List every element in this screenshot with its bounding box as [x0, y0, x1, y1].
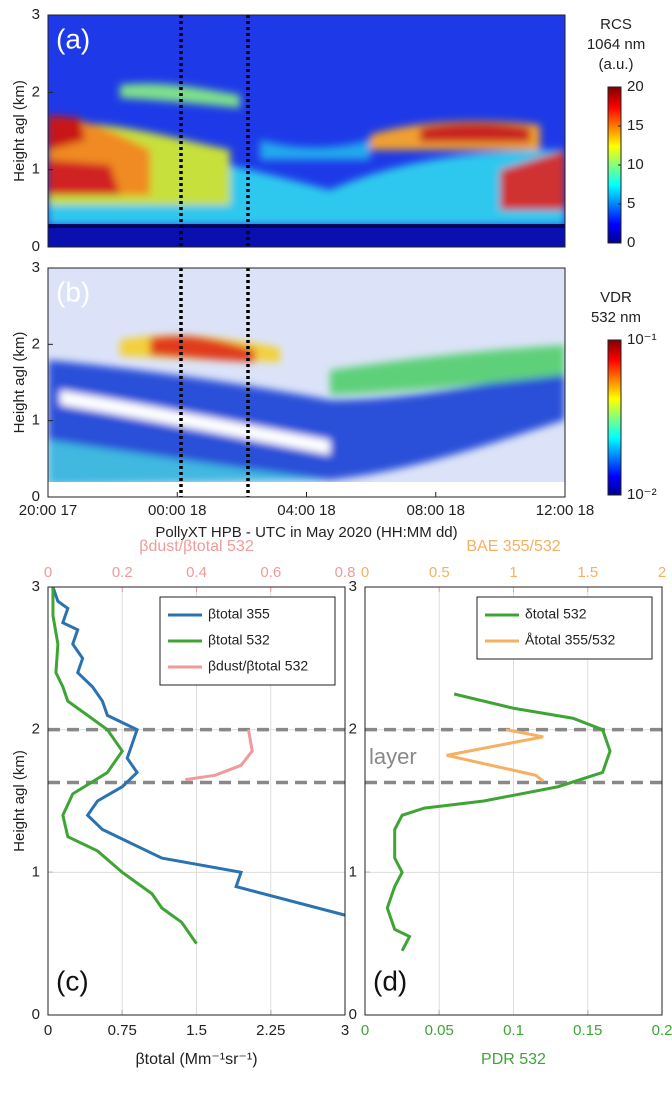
colorbar-tick-label: 20 [627, 78, 644, 95]
legend-box [476, 596, 653, 660]
y-tick-label: 0 [32, 1006, 40, 1023]
y-tick-label: 3 [32, 6, 40, 23]
x2-axis-label: BAE 355/532 [466, 538, 560, 555]
x2-tick-label: 1 [509, 564, 517, 581]
legend-label: δtotal 532 [525, 606, 587, 622]
x-tick-label: 0.05 [425, 1022, 454, 1039]
y-tick-label: 0 [32, 238, 40, 255]
profile-line [385, 692, 612, 952]
x-axis-label: βtotal (Mm⁻¹sr⁻¹) [135, 1051, 257, 1068]
y-tick-label: 1 [32, 412, 40, 429]
x2-tick-label: 0.2 [112, 564, 133, 581]
y-tick-label: 2 [32, 335, 40, 352]
x-tick-label: 2.25 [256, 1022, 285, 1039]
profile-line [51, 586, 346, 917]
x-tick-label: 08:00 18 [407, 502, 465, 519]
x2-tick-label: 0.5 [429, 564, 450, 581]
colorbar-tick-label: 10 [627, 156, 644, 173]
x-tick-label: 3 [341, 1022, 349, 1039]
y-axis-label: Height agl (km) [11, 332, 28, 434]
colorbar-tick-label: 15 [627, 117, 644, 134]
y-tick-label: 0 [349, 1006, 357, 1023]
x2-tick-label: 0.6 [260, 564, 281, 581]
y-axis-label: Height agl (km) [11, 750, 28, 852]
x-tick-label: 0 [361, 1022, 369, 1039]
profile-line [446, 728, 545, 783]
y-tick-label: 3 [32, 259, 40, 276]
legend-label: Åtotal 355/532 [525, 632, 616, 648]
x-tick-label: 0.75 [108, 1022, 137, 1039]
plot-frame [47, 14, 566, 248]
colorbar-title: (a.u.) [598, 56, 633, 73]
vdr-image [48, 268, 565, 497]
x-tick-label: 1.5 [186, 1022, 207, 1039]
y-tick-label: 1 [32, 161, 40, 178]
y-tick-label: 2 [32, 721, 40, 738]
colorbar-tick-label: 10⁻² [627, 486, 657, 503]
x2-tick-label: 2 [658, 564, 666, 581]
x2-tick-label: 0 [44, 564, 52, 581]
colorbar-tick-label: 0 [627, 234, 635, 251]
panel-label: (b) [56, 276, 90, 307]
plot-frame [364, 586, 663, 1016]
x2-tick-label: 0.8 [335, 564, 356, 581]
rcs-image [48, 15, 565, 247]
time-markers [179, 15, 250, 497]
legend-label: βtotal 532 [208, 632, 270, 648]
panel-label: (c) [56, 965, 89, 996]
plot-frame [47, 586, 346, 1016]
colorbar [607, 339, 622, 496]
x2-tick-label: 0 [361, 564, 369, 581]
y-tick-label: 1 [349, 863, 357, 880]
y-tick-label: 1 [32, 863, 40, 880]
x-tick-label: 0.1 [503, 1022, 524, 1039]
x2-axis-label: βdust/βtotal 532 [139, 538, 254, 555]
x-tick-label: 20:00 17 [19, 502, 77, 519]
colorbar-title: 1064 nm [587, 36, 645, 53]
colorbar-title: RCS [600, 16, 632, 33]
colorbar-title: VDR [600, 289, 632, 306]
legend-label: βtotal 355 [208, 606, 270, 622]
x2-tick-label: 0.4 [186, 564, 207, 581]
x-tick-label: 00:00 18 [148, 502, 206, 519]
annotation: layer [369, 744, 417, 769]
colorbar-tick-label: 10⁻¹ [627, 331, 657, 348]
x-axis-label: PDR 532 [481, 1051, 546, 1068]
x2-tick-label: 1.5 [577, 564, 598, 581]
y-tick-label: 3 [32, 578, 40, 595]
profile-line [51, 587, 198, 945]
x-tick-label: 0.15 [573, 1022, 602, 1039]
x-tick-label: 0 [44, 1022, 52, 1039]
y-tick-label: 0 [32, 488, 40, 505]
y-tick-label: 2 [32, 83, 40, 100]
x-tick-label: 04:00 18 [277, 502, 335, 519]
x-axis-label: PollyXT HPB - UTC in May 2020 (HH:MM dd) [155, 524, 457, 541]
panel-label: (d) [373, 965, 407, 996]
y-tick-label: 2 [349, 721, 357, 738]
y-axis-label: Height agl (km) [11, 80, 28, 182]
profile-line [185, 729, 254, 782]
legend-label: βdust/βtotal 532 [208, 658, 308, 674]
colorbar-tick-label: 5 [627, 195, 635, 212]
panel-label: (a) [56, 23, 90, 54]
x-tick-label: 0.2 [652, 1022, 672, 1039]
colorbar-title: 532 nm [591, 309, 641, 326]
y-tick-label: 3 [349, 578, 357, 595]
x-tick-label: 12:00 18 [536, 502, 594, 519]
